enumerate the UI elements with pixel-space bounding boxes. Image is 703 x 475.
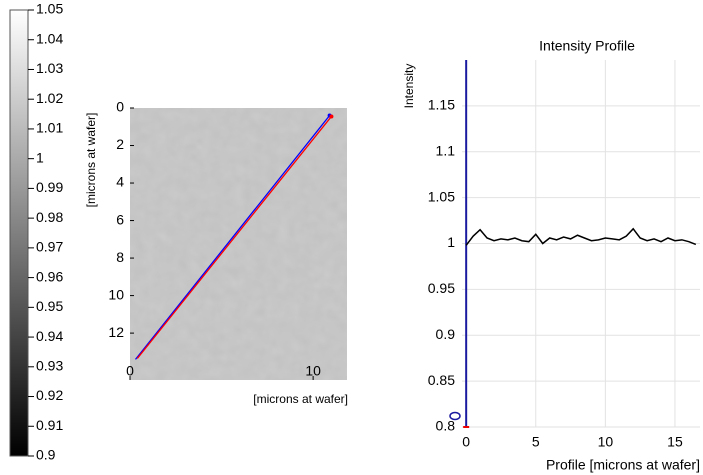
x-axis-label: [microns at wafer] bbox=[253, 392, 348, 406]
tick-label: 1.02 bbox=[36, 90, 63, 106]
y-tick-label: 0.85 bbox=[428, 372, 455, 388]
y-tick-label: 2 bbox=[116, 136, 124, 152]
tick-label: 1.04 bbox=[36, 30, 63, 46]
x-tick-label: 5 bbox=[532, 434, 540, 450]
colorbar bbox=[9, 9, 29, 457]
x-tick-label: 0 bbox=[126, 363, 134, 379]
y-tick-label: 8 bbox=[116, 249, 124, 265]
y-tick-label: 1.15 bbox=[428, 97, 455, 113]
y-tick-label: 0.95 bbox=[428, 280, 455, 296]
tick-label: 0.98 bbox=[36, 209, 63, 225]
chart-title: Intensity Profile bbox=[539, 38, 635, 54]
y-tick-label: 0 bbox=[116, 99, 124, 115]
y-tick-label: 4 bbox=[116, 174, 124, 190]
y-tick-label: 6 bbox=[116, 211, 124, 227]
x-axis-label: Profile [microns at wafer] bbox=[546, 457, 700, 473]
tick-label: 0.95 bbox=[36, 298, 63, 314]
profile-line bbox=[134, 115, 331, 360]
tick-label: 0.92 bbox=[36, 387, 63, 403]
tick-label: 1.03 bbox=[36, 60, 63, 76]
image-texture bbox=[130, 108, 347, 380]
tick-label: 1.05 bbox=[36, 1, 63, 17]
x-tick-label: 10 bbox=[305, 363, 321, 379]
tick-label: 1 bbox=[36, 149, 44, 165]
y-axis-label: Intensity bbox=[402, 64, 416, 109]
y-tick-label: 0.8 bbox=[436, 418, 456, 434]
tick-label: 0.9 bbox=[36, 447, 56, 463]
tick-label: 0.91 bbox=[36, 417, 63, 433]
y-tick-label: 1.05 bbox=[428, 188, 455, 204]
profile-line bbox=[136, 116, 332, 359]
tick-label: 0.93 bbox=[36, 358, 63, 374]
profile-end bbox=[329, 114, 334, 119]
tick-label: 1.01 bbox=[36, 120, 63, 136]
origin-marker bbox=[449, 411, 461, 421]
y-tick-label: 1 bbox=[447, 234, 455, 250]
y-axis-label: [microns at wafer] bbox=[84, 113, 98, 208]
x-tick-label: 10 bbox=[598, 434, 614, 450]
tick-label: 0.99 bbox=[36, 179, 63, 195]
y-tick-label: 12 bbox=[108, 324, 124, 340]
tick-label: 0.97 bbox=[36, 239, 63, 255]
y-tick-label: 1.1 bbox=[436, 142, 456, 158]
tick-label: 0.96 bbox=[36, 268, 63, 284]
line-series bbox=[465, 227, 697, 246]
tick-label: 0.94 bbox=[36, 328, 63, 344]
x-tick-label: 15 bbox=[667, 434, 683, 450]
y-tick-label: 0.9 bbox=[436, 326, 456, 342]
y-tick-label: 10 bbox=[108, 286, 124, 302]
x-tick-label: 0 bbox=[462, 434, 470, 450]
